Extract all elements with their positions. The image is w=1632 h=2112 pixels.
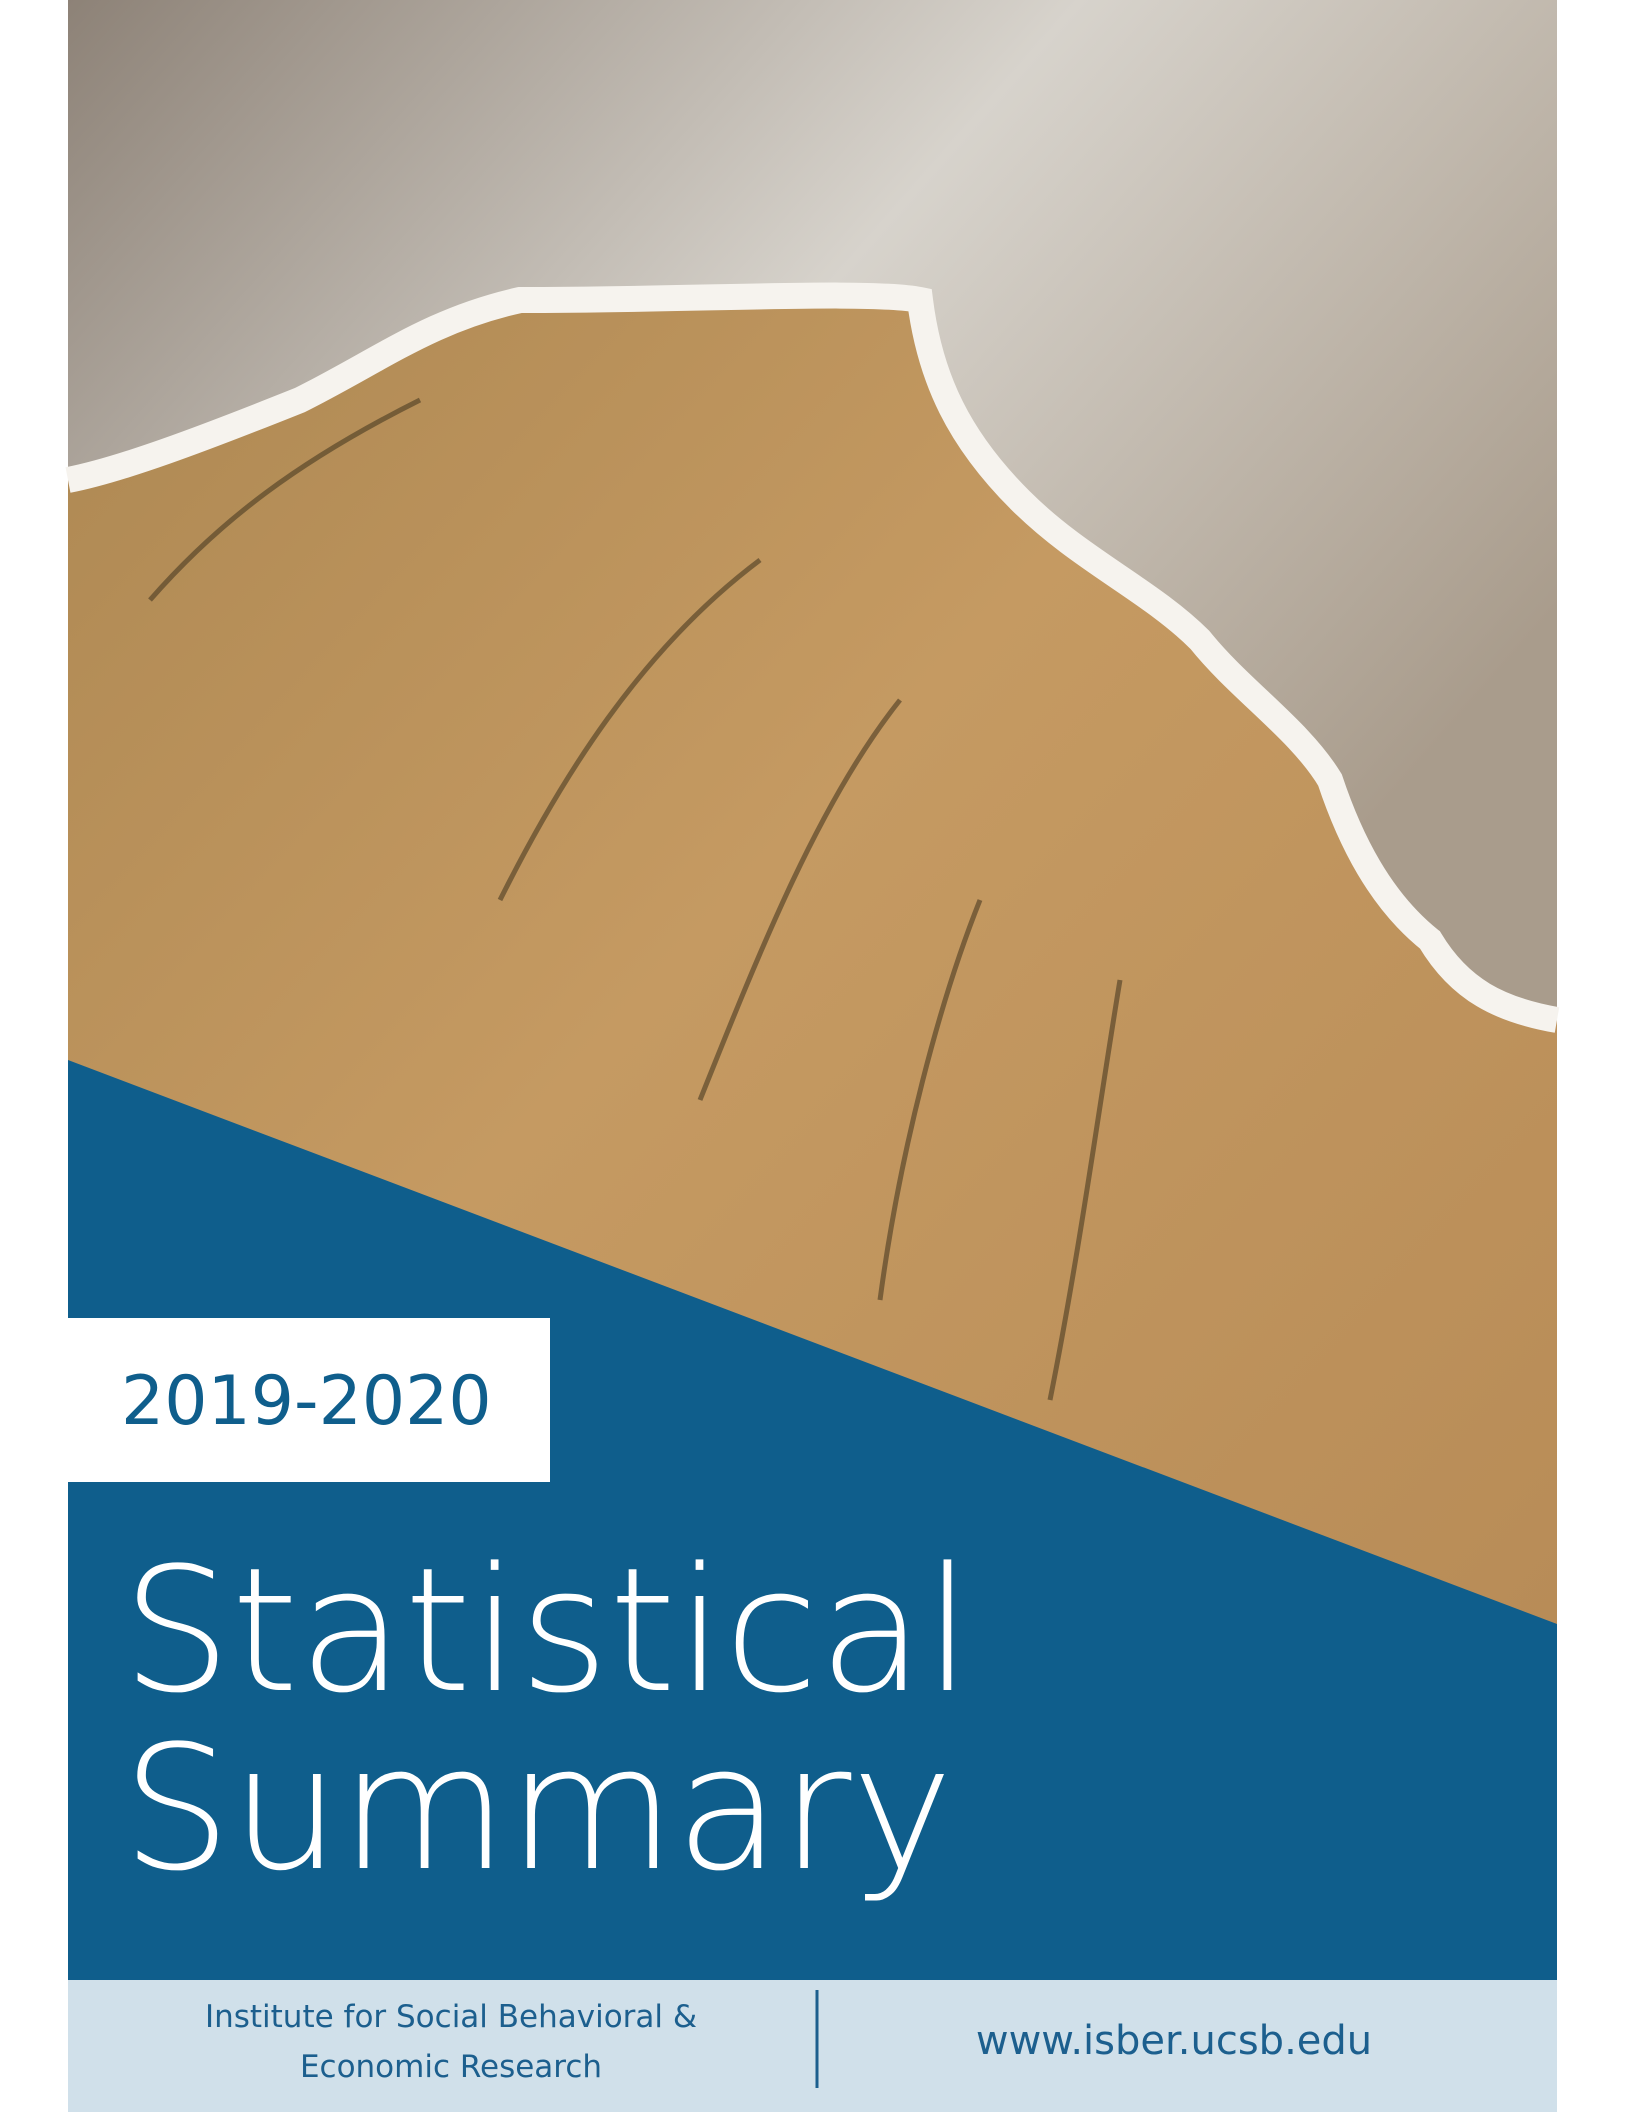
- title-line: Statistical: [122, 1530, 972, 1731]
- institute-name: Economic Research: [300, 2049, 602, 2085]
- institute-name: Institute for Social Behavioral &: [205, 1999, 697, 2035]
- title-line: Summary: [122, 1708, 953, 1909]
- cover-page: 2019-2020 Statistical Summary Institute …: [0, 0, 1632, 2112]
- year: 2019-2020: [121, 1362, 492, 1441]
- website: www.isber.ucsb.edu: [976, 2018, 1372, 2064]
- cover: 2019-2020 Statistical Summary Institute …: [0, 0, 1632, 2112]
